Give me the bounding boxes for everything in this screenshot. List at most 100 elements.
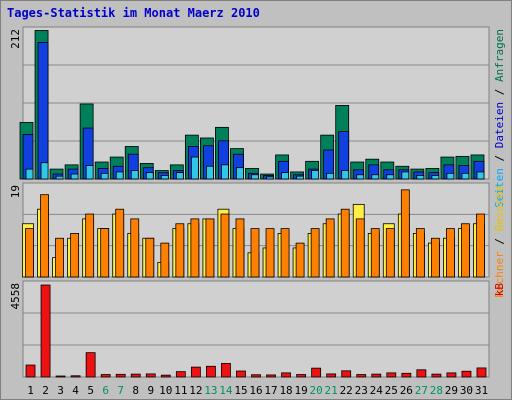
bar-seiten-9 (145, 172, 154, 180)
chart-title: Tages-Statistik im Monat Maerz 2010 (7, 6, 260, 20)
bar-seiten-11 (175, 172, 184, 180)
bar-rechner-7 (115, 208, 125, 278)
day-tick-label-6: 6 (102, 384, 109, 397)
panel-middle-side-label: Rechner / Besuche (493, 185, 506, 298)
bar-kb-10 (160, 374, 171, 378)
bar-seiten-13 (206, 165, 214, 180)
bar-kb-20 (311, 367, 322, 378)
bar-seiten-8 (130, 170, 139, 180)
day-tick-label-29: 29 (445, 384, 458, 397)
day-tick-label-13: 13 (204, 384, 217, 397)
bar-rechner-26 (400, 189, 410, 278)
side-label-part: Seiten (493, 168, 506, 208)
day-tick-label-4: 4 (72, 384, 79, 397)
bar-rechner-19 (295, 242, 305, 278)
bar-rechner-27 (415, 228, 425, 278)
day-tick-label-12: 12 (189, 384, 202, 397)
bar-seiten-29 (446, 172, 455, 180)
bar-kb-14 (221, 362, 231, 378)
side-label-part: Anfragen (493, 29, 506, 82)
day-tick-label-3: 3 (57, 384, 64, 397)
side-label-part: Rechner (493, 251, 506, 298)
bar-rechner-5 (85, 213, 95, 278)
bar-seiten-10 (160, 175, 169, 180)
bar-kb-15 (236, 370, 246, 378)
bar-rechner-3 (55, 237, 64, 278)
bar-kb-13 (206, 365, 216, 378)
bar-seiten-28 (431, 175, 440, 180)
bar-kb-31 (476, 367, 487, 378)
bar-seiten-6 (100, 172, 109, 180)
side-label-part: / (493, 231, 506, 251)
bar-kb-19 (296, 374, 306, 378)
day-tick-label-31: 31 (475, 384, 488, 397)
day-tick-label-1: 1 (27, 384, 34, 397)
bar-kb-11 (175, 371, 186, 378)
bar-seiten-17 (266, 176, 274, 180)
bar-seiten-30 (461, 172, 470, 180)
bar-kb-16 (251, 374, 261, 378)
bar-seiten-23 (356, 174, 365, 180)
bar-rechner-12 (190, 218, 200, 278)
day-tick-label-26: 26 (400, 384, 413, 397)
day-tick-label-21: 21 (325, 384, 338, 397)
bar-rechner-25 (385, 228, 395, 278)
bar-seiten-2 (40, 162, 49, 180)
bar-kb-7 (115, 373, 126, 378)
day-tick-label-2: 2 (42, 384, 49, 397)
panel-top-axis-max: 212 (9, 29, 22, 49)
bar-kb-4 (70, 375, 81, 378)
bar-kb-18 (281, 372, 291, 378)
bar-seiten-19 (296, 175, 304, 180)
bar-kb-2 (40, 284, 51, 378)
bar-dateien-2 (37, 42, 49, 180)
day-tick-label-11: 11 (174, 384, 187, 397)
bar-rechner-31 (476, 213, 485, 278)
day-tick-label-22: 22 (340, 384, 353, 397)
bar-kb-23 (356, 374, 367, 378)
bar-rechner-17 (265, 228, 275, 278)
panel-middle-axis-max: 19 (9, 185, 22, 198)
day-tick-label-28: 28 (430, 384, 443, 397)
bar-rechner-29 (446, 228, 455, 278)
bar-seiten-31 (476, 171, 485, 180)
bar-rechner-18 (280, 228, 290, 278)
day-tick-label-25: 25 (385, 384, 398, 397)
bar-seiten-26 (401, 171, 410, 180)
bar-rechner-1 (25, 228, 34, 278)
day-tick-label-15: 15 (234, 384, 247, 397)
bar-seiten-27 (416, 175, 425, 180)
bar-kb-29 (446, 372, 457, 378)
day-tick-label-17: 17 (264, 384, 277, 397)
bar-kb-25 (386, 372, 397, 378)
day-tick-label-30: 30 (460, 384, 473, 397)
day-tick-label-16: 16 (249, 384, 262, 397)
bar-rechner-30 (461, 223, 470, 278)
bar-kb-3 (55, 375, 66, 378)
side-label-part: Besuche (493, 185, 506, 231)
bar-kb-30 (461, 370, 472, 378)
bar-seiten-25 (386, 174, 395, 180)
bar-rechner-16 (250, 228, 260, 278)
bar-seiten-22 (341, 170, 350, 180)
side-label-part: / (493, 82, 506, 102)
bar-seiten-18 (281, 172, 289, 180)
bar-rechner-8 (130, 218, 140, 278)
bar-rechner-10 (160, 242, 170, 278)
bar-rechner-4 (70, 233, 80, 278)
bar-rechner-6 (100, 228, 110, 278)
day-tick-label-5: 5 (87, 384, 94, 397)
panel-bottom-axis-max: 4558 (9, 283, 22, 310)
bar-seiten-4 (70, 173, 79, 180)
bar-rechner-24 (370, 228, 380, 278)
side-label-part: kB (493, 283, 506, 297)
bar-seiten-1 (25, 168, 34, 180)
bar-kb-27 (416, 369, 427, 378)
bar-rechner-9 (145, 237, 155, 278)
day-tick-label-19: 19 (294, 384, 307, 397)
day-tick-label-24: 24 (370, 384, 384, 397)
day-tick-label-10: 10 (159, 384, 172, 397)
bar-kb-22 (341, 370, 352, 378)
